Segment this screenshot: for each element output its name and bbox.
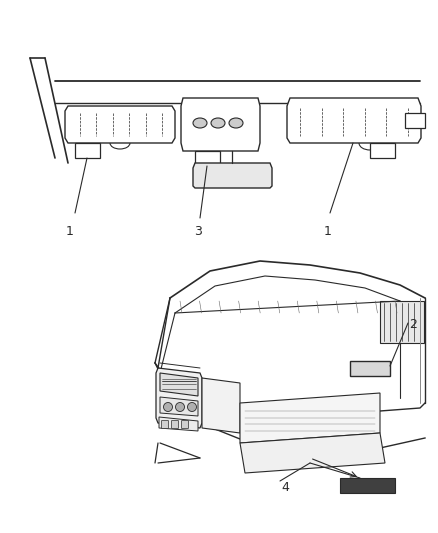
Polygon shape xyxy=(287,98,421,143)
FancyBboxPatch shape xyxy=(162,421,169,429)
Ellipse shape xyxy=(211,118,225,128)
Circle shape xyxy=(176,402,184,411)
Circle shape xyxy=(187,402,197,411)
Polygon shape xyxy=(370,143,395,158)
Polygon shape xyxy=(195,151,220,166)
Polygon shape xyxy=(181,98,260,151)
Polygon shape xyxy=(380,301,424,343)
FancyBboxPatch shape xyxy=(172,421,179,429)
Polygon shape xyxy=(350,361,390,376)
Polygon shape xyxy=(405,113,425,128)
Polygon shape xyxy=(156,368,202,428)
Ellipse shape xyxy=(193,118,207,128)
Polygon shape xyxy=(160,397,198,416)
Polygon shape xyxy=(159,417,198,431)
Polygon shape xyxy=(202,378,240,433)
Circle shape xyxy=(163,402,173,411)
Text: 3: 3 xyxy=(194,225,202,238)
Polygon shape xyxy=(65,106,175,143)
Polygon shape xyxy=(193,163,272,188)
Polygon shape xyxy=(240,433,385,473)
FancyBboxPatch shape xyxy=(181,421,188,429)
Polygon shape xyxy=(75,143,100,158)
Text: 1: 1 xyxy=(66,225,74,238)
Text: 4: 4 xyxy=(281,481,289,494)
Text: 1: 1 xyxy=(324,225,332,238)
Ellipse shape xyxy=(229,118,243,128)
Polygon shape xyxy=(160,373,198,396)
Polygon shape xyxy=(240,393,380,443)
Text: 2: 2 xyxy=(409,318,417,331)
Polygon shape xyxy=(340,478,395,493)
